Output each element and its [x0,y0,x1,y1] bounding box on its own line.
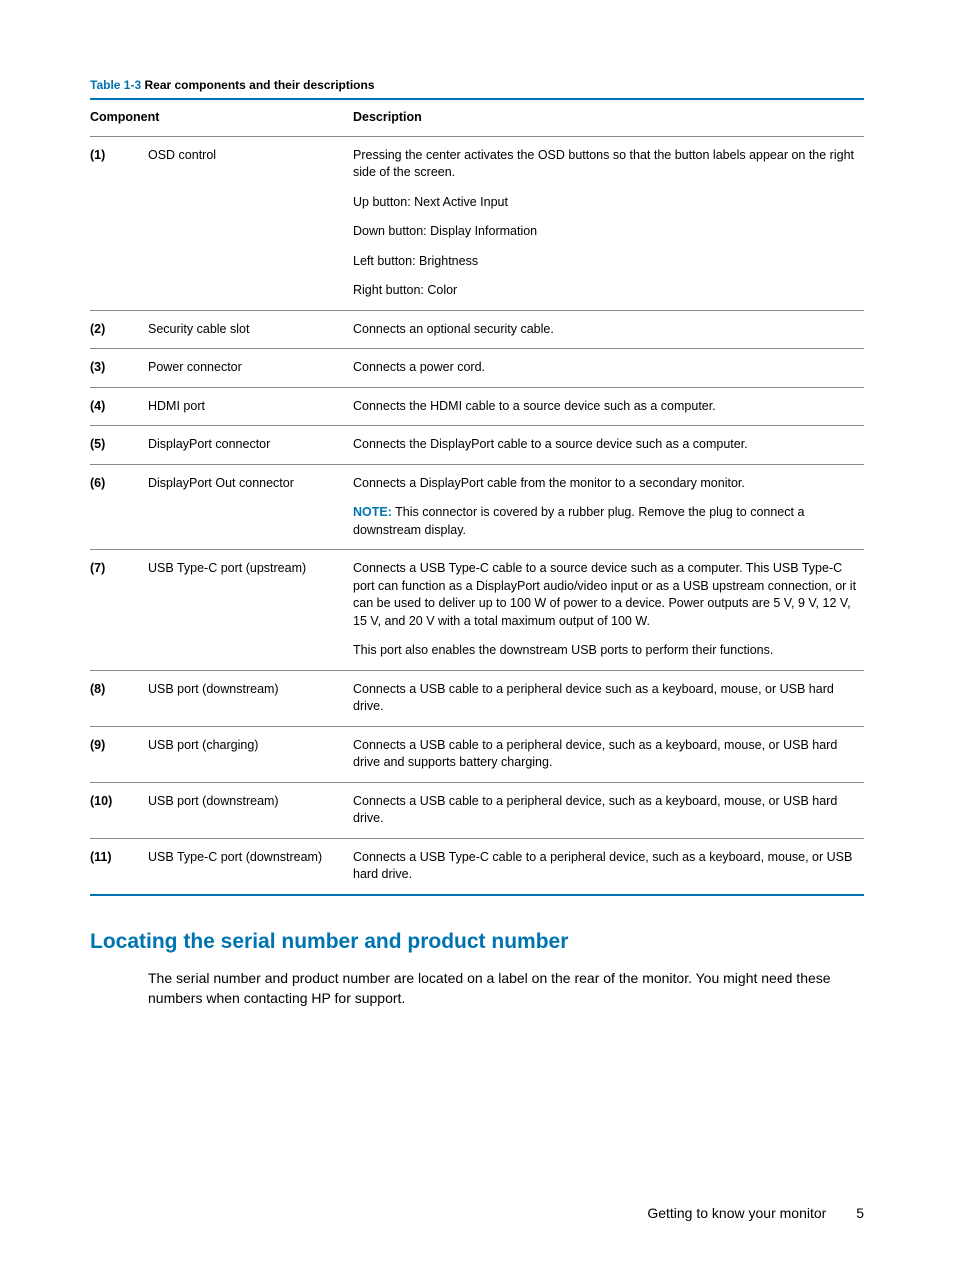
table-row: (11)USB Type-C port (downstream)Connects… [90,838,864,895]
description-block: Pressing the center activates the OSD bu… [353,147,864,182]
row-description: Connects a USB cable to a peripheral dev… [353,670,864,726]
description-block: Connects a DisplayPort cable from the mo… [353,475,864,493]
row-number: (1) [90,136,148,310]
section-body: The serial number and product number are… [148,968,864,1009]
table-row: (6)DisplayPort Out connectorConnects a D… [90,464,864,550]
page-footer: Getting to know your monitor 5 [647,1205,864,1221]
row-component: USB Type-C port (upstream) [148,550,353,671]
description-block: Up button: Next Active Input [353,194,864,212]
col-header-description: Description [353,99,864,136]
row-component: Security cable slot [148,310,353,349]
row-description: Connects a USB Type-C cable to a source … [353,550,864,671]
table-caption-number: Table 1-3 [90,78,141,92]
description-block: Connects a USB Type-C cable to a source … [353,560,864,630]
footer-page-number: 5 [856,1205,864,1221]
description-block: Connects the HDMI cable to a source devi… [353,398,864,416]
row-description: Pressing the center activates the OSD bu… [353,136,864,310]
row-description: Connects a DisplayPort cable from the mo… [353,464,864,550]
row-number: (10) [90,782,148,838]
row-number: (8) [90,670,148,726]
table-row: (7)USB Type-C port (upstream)Connects a … [90,550,864,671]
description-block: Connects a USB Type-C cable to a periphe… [353,849,864,884]
table-caption-title: Rear components and their descriptions [141,78,374,92]
row-description: Connects a USB Type-C cable to a periphe… [353,838,864,895]
table-row: (3)Power connectorConnects a power cord. [90,349,864,388]
row-description: Connects the DisplayPort cable to a sour… [353,426,864,465]
description-block: Connects a USB cable to a peripheral dev… [353,793,864,828]
description-block: Right button: Color [353,282,864,300]
row-component: HDMI port [148,387,353,426]
row-description: Connects the HDMI cable to a source devi… [353,387,864,426]
table-caption: Table 1-3 Rear components and their desc… [90,78,864,92]
row-description: Connects a power cord. [353,349,864,388]
table-row: (1)OSD controlPressing the center activa… [90,136,864,310]
description-block: Left button: Brightness [353,253,864,271]
row-number: (4) [90,387,148,426]
table-row: (5)DisplayPort connectorConnects the Dis… [90,426,864,465]
row-component: USB port (downstream) [148,782,353,838]
table-row: (4)HDMI portConnects the HDMI cable to a… [90,387,864,426]
row-description: Connects a USB cable to a peripheral dev… [353,726,864,782]
description-block: Connects the DisplayPort cable to a sour… [353,436,864,454]
components-table: Component Description (1)OSD controlPres… [90,98,864,896]
row-component: USB Type-C port (downstream) [148,838,353,895]
table-row: (8)USB port (downstream)Connects a USB c… [90,670,864,726]
row-number: (3) [90,349,148,388]
row-number: (2) [90,310,148,349]
description-block: Connects an optional security cable. [353,321,864,339]
row-component: OSD control [148,136,353,310]
row-component: DisplayPort connector [148,426,353,465]
description-block: Connects a USB cable to a peripheral dev… [353,681,864,716]
row-component: Power connector [148,349,353,388]
row-component: USB port (charging) [148,726,353,782]
description-block: This port also enables the downstream US… [353,642,864,660]
row-number: (7) [90,550,148,671]
row-component: USB port (downstream) [148,670,353,726]
description-block: Down button: Display Information [353,223,864,241]
description-block: Connects a USB cable to a peripheral dev… [353,737,864,772]
row-number: (6) [90,464,148,550]
section-heading: Locating the serial number and product n… [90,930,864,954]
description-block: NOTE: This connector is covered by a rub… [353,504,864,539]
note-label: NOTE: [353,505,392,519]
table-row: (9)USB port (charging)Connects a USB cab… [90,726,864,782]
col-header-component: Component [90,99,353,136]
row-number: (11) [90,838,148,895]
row-description: Connects a USB cable to a peripheral dev… [353,782,864,838]
table-row: (2)Security cable slotConnects an option… [90,310,864,349]
row-number: (9) [90,726,148,782]
footer-text: Getting to know your monitor [647,1205,826,1221]
row-component: DisplayPort Out connector [148,464,353,550]
row-number: (5) [90,426,148,465]
table-row: (10)USB port (downstream)Connects a USB … [90,782,864,838]
description-block: Connects a power cord. [353,359,864,377]
row-description: Connects an optional security cable. [353,310,864,349]
